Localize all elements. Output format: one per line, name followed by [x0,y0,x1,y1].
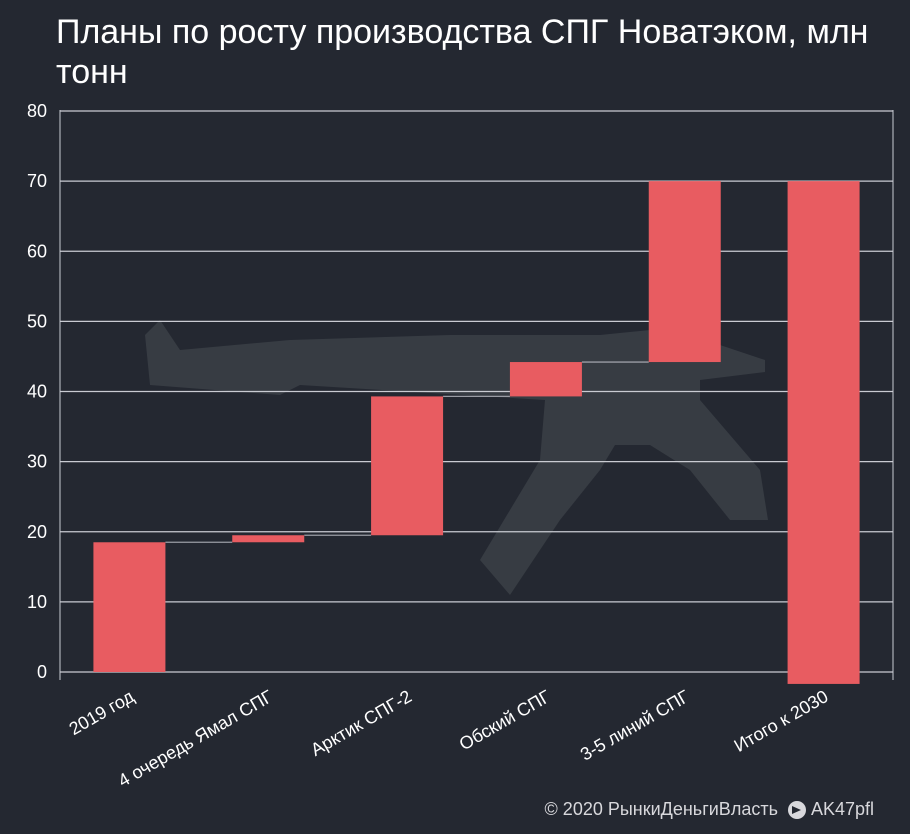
x-tick-label: 3-5 линий СПГ [577,686,693,765]
bar [93,542,166,672]
copyright-text: © 2020 РынкиДеньгиВласть [544,799,778,819]
x-tick-label: Арктик СПГ-2 [307,686,415,760]
y-tick-label: 70 [27,171,47,191]
telegram-icon [787,800,806,819]
bars [93,181,860,684]
rifle-watermark [145,320,768,595]
y-tick-label: 60 [27,241,47,261]
grid-lines [59,110,894,680]
x-tick-label: Обский СПГ [456,686,554,754]
connector-lines [165,361,649,543]
x-tick-label: 2019 год [66,686,138,739]
bar [648,181,721,363]
y-tick-label: 10 [27,592,47,612]
y-tick-label: 80 [27,101,47,121]
bar [232,535,305,543]
bar [509,362,582,397]
x-tick-label: 4 очередь Ямал СПГ [115,686,277,791]
y-tick-label: 50 [27,311,47,331]
x-tick-label: Итого к 2030 [731,686,832,756]
y-tick-label: 20 [27,522,47,542]
bar [787,181,860,684]
y-tick-label: 40 [27,382,47,402]
bar [371,396,444,536]
credits: © 2020 РынкиДеньгиВласть AK47pfl [545,799,874,820]
y-axis: 0 10 20 30 40 50 60 70 80 [27,101,47,682]
telegram-handle[interactable]: AK47pfl [787,799,874,820]
telegram-label: AK47pfl [810,799,874,819]
y-tick-label: 30 [27,452,47,472]
y-tick-label: 0 [37,662,47,682]
chart-title: Планы по росту производства СПГ Новатэко… [56,13,869,91]
